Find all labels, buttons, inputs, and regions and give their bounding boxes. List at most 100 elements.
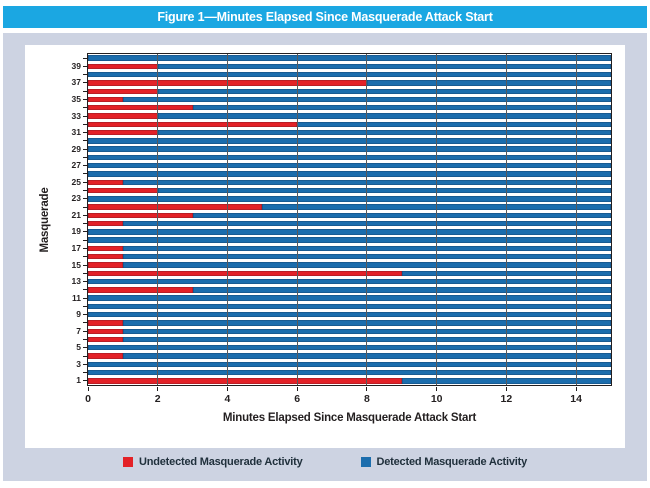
x-tick-label: 10: [430, 393, 443, 405]
y-tick: [82, 107, 87, 109]
y-tick-label: 21: [71, 209, 81, 220]
bar-row: [88, 344, 611, 352]
detected-bar-segment: [88, 154, 611, 161]
y-tick: [82, 347, 87, 349]
undetected-bar-segment: [88, 96, 123, 103]
bar-row: [88, 244, 611, 252]
detected-bar-segment: [157, 187, 611, 194]
bar-row: [88, 311, 611, 319]
y-tick: [82, 338, 87, 340]
y-tick: [82, 305, 87, 307]
undetected-bar-segment: [88, 212, 193, 219]
detected-bar-segment: [192, 287, 611, 293]
bar-row: [88, 261, 611, 269]
x-tick: [575, 386, 577, 391]
y-tick-label: 17: [71, 242, 81, 253]
bar-row: [88, 104, 611, 112]
plot-area: Masquerade Minutes Elapsed Since Masquer…: [39, 53, 612, 424]
undetected-bar-segment: [88, 113, 158, 119]
y-tick: [82, 173, 87, 175]
detected-bar-segment: [88, 163, 611, 169]
x-tick-label: 2: [154, 393, 161, 405]
bar-row: [88, 186, 611, 194]
y-axis-title: Masquerade: [39, 186, 51, 253]
y-tick: [82, 289, 87, 291]
figure-title: Figure 1—Minutes Elapsed Since Masquerad…: [157, 10, 493, 24]
detected-bar-segment: [192, 105, 611, 111]
undetected-bar-segment: [88, 187, 158, 194]
bar-row: [88, 286, 611, 294]
undetected-bar-segment: [88, 320, 123, 326]
x-tick: [226, 386, 228, 391]
x-tick: [436, 386, 438, 391]
undetected-bar-segment: [88, 129, 158, 136]
bar-row: [88, 269, 611, 277]
gridline: [226, 54, 228, 385]
x-tick-label: 6: [294, 393, 301, 405]
y-tick-label: 13: [71, 276, 81, 287]
detected-bar-segment: [297, 121, 611, 128]
y-tick: [82, 115, 87, 117]
y-tick: [82, 264, 87, 266]
y-tick: [82, 380, 87, 382]
detected-bar-segment: [88, 361, 611, 367]
bar-row: [88, 253, 611, 261]
y-tick: [82, 57, 87, 59]
bar-row: [88, 220, 611, 228]
detected-bar-segment: [88, 55, 611, 61]
y-tick-label: 23: [71, 193, 81, 204]
undetected-bar-segment: [88, 336, 123, 343]
x-tick-label: 4: [224, 393, 231, 405]
detected-bar-segment: [88, 237, 611, 243]
bar-row: [88, 203, 611, 211]
bar-row: [88, 352, 611, 360]
detected-bar-segment: [88, 71, 611, 78]
bar-row: [88, 62, 611, 70]
y-tick-label: 19: [71, 226, 81, 237]
undetected-bar-segment: [88, 204, 263, 210]
detected-color-swatch-icon: [360, 457, 371, 467]
bar-row: [88, 112, 611, 120]
gridline: [436, 54, 438, 385]
undetected-bar-segment: [88, 270, 402, 276]
bar-row: [88, 87, 611, 95]
y-tick: [82, 156, 87, 158]
y-tick: [82, 355, 87, 357]
y-tick-label: 7: [76, 325, 81, 336]
bar-row: [88, 294, 611, 302]
y-tick-label: 3: [76, 358, 81, 369]
y-tick-label: 11: [72, 292, 81, 303]
y-tick-label: 5: [76, 342, 81, 353]
bar-row: [88, 128, 611, 136]
bar-row: [88, 79, 611, 87]
y-tick-label: 33: [71, 110, 81, 121]
y-tick-label: 15: [71, 259, 81, 270]
y-tick-label: 29: [71, 143, 81, 154]
bar-row: [88, 377, 611, 385]
y-tick-label: 25: [71, 176, 81, 187]
y-tick: [82, 206, 87, 208]
y-tick: [82, 181, 87, 183]
y-tick: [82, 363, 87, 365]
undetected-bar-segment: [88, 353, 123, 359]
bar-row: [88, 211, 611, 219]
bar-row: [88, 319, 611, 327]
y-tick: [82, 123, 87, 125]
y-tick: [82, 99, 87, 100]
bar-row: [88, 277, 611, 285]
y-tick: [82, 214, 87, 216]
y-tick: [82, 74, 87, 76]
x-tick: [505, 386, 507, 391]
detected-bar-segment: [88, 278, 611, 285]
y-tick-label: 35: [71, 94, 81, 104]
y-tick: [82, 297, 87, 299]
detected-bar-segment: [88, 369, 611, 376]
gridline: [575, 54, 577, 385]
y-tick: [82, 223, 87, 225]
y-tick: [82, 140, 87, 142]
detected-bar-segment: [157, 113, 611, 119]
bar-row: [88, 327, 611, 335]
x-tick: [157, 386, 159, 391]
legend-item-undetected: Undetected Masquerade Activity: [122, 456, 303, 468]
y-tick: [82, 272, 87, 274]
